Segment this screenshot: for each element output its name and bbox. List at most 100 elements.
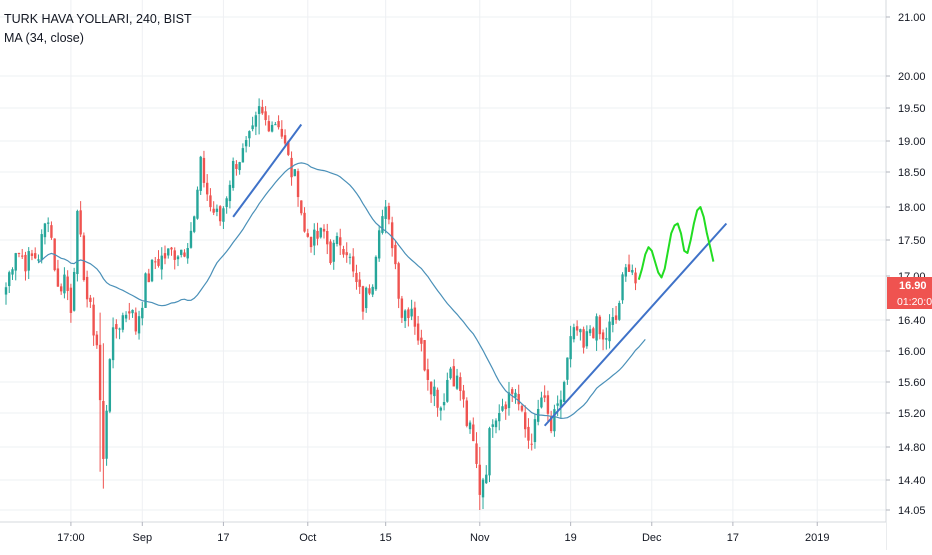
candle-body — [407, 309, 410, 319]
forecast-drawing — [637, 206, 715, 280]
candle-body — [37, 259, 40, 261]
price-tick-label: 19.50 — [898, 103, 926, 115]
price-tick-label: 14.05 — [898, 505, 926, 517]
time-tick-label: 15 — [380, 532, 392, 544]
candle-body — [287, 141, 290, 155]
candle-body — [92, 304, 95, 336]
candle-body — [400, 298, 404, 318]
candle-body — [436, 389, 439, 408]
candle-body — [209, 195, 212, 208]
candle-body — [345, 252, 348, 256]
candle-body — [264, 111, 267, 121]
candle-body — [274, 124, 277, 126]
candle-body — [543, 395, 546, 398]
candle-body — [180, 249, 183, 255]
drawings[interactable] — [232, 123, 728, 427]
candle-body — [608, 321, 611, 342]
candle-body — [95, 334, 99, 346]
candle-body — [150, 259, 154, 282]
candle-body — [66, 276, 69, 291]
candle-body — [82, 235, 86, 281]
candle-body — [154, 261, 157, 263]
candle-body — [472, 424, 475, 442]
candle-body — [261, 106, 264, 114]
candle-body — [322, 228, 326, 232]
candle-body — [118, 328, 121, 330]
candle-body — [485, 474, 488, 484]
indicator-label[interactable]: MA (34, close) — [4, 31, 84, 45]
candle-body — [17, 252, 21, 254]
countdown-badge — [887, 293, 932, 309]
symbol-title[interactable]: TURK HAVA YOLLARI, 240, BIST — [4, 12, 192, 26]
candle-body — [468, 422, 472, 430]
candle-body — [339, 237, 342, 246]
candle-body — [225, 198, 228, 208]
candle-body — [4, 287, 8, 295]
candle-body — [530, 443, 533, 445]
candle-body — [176, 256, 180, 260]
candle-body — [30, 253, 34, 256]
candle-body — [387, 205, 391, 220]
candle-body — [361, 286, 365, 312]
candle-body — [11, 269, 14, 275]
candle-body — [89, 297, 92, 302]
candle-body — [244, 140, 248, 147]
price-axis[interactable]: 21.0020.0019.5019.0018.5018.0017.5017.00… — [885, 0, 932, 550]
candle-body — [462, 390, 465, 400]
time-tick-label: 17 — [727, 532, 739, 544]
candle-body — [147, 273, 150, 283]
price-tick-label: 18.00 — [898, 202, 926, 214]
time-tick-label: 19 — [565, 532, 577, 544]
candle-body — [124, 314, 128, 319]
last-price-label: 16.90 — [899, 280, 927, 292]
candle-body — [449, 368, 452, 379]
candle-body — [384, 206, 387, 219]
candle-body — [76, 210, 79, 275]
candle-body — [575, 326, 579, 331]
candle-body — [329, 241, 332, 264]
candle-body — [59, 286, 63, 292]
grid — [0, 0, 886, 522]
candle-body — [624, 267, 627, 277]
candle-body — [170, 247, 173, 250]
candle-body — [556, 403, 559, 406]
candle-body — [157, 258, 160, 266]
candle-body — [189, 230, 193, 248]
candle-body — [251, 125, 254, 130]
candle-body — [160, 255, 163, 270]
candle-body — [218, 206, 222, 222]
candle-body — [582, 329, 585, 348]
candle-body — [517, 394, 520, 405]
time-axis[interactable]: 17:00 Sep 17 Oct 15 Nov 19 Dec 17 2019 — [0, 521, 886, 550]
candle-body — [167, 248, 170, 256]
candle-body — [43, 223, 47, 238]
ma-34-line — [38, 162, 646, 420]
candle-body — [511, 389, 514, 394]
time-tick-label: Sep — [133, 532, 153, 544]
price-badges: 16.90 01:20:0 — [887, 277, 932, 309]
candle-body — [371, 286, 374, 295]
candle-body — [40, 234, 43, 261]
candle-body — [56, 268, 60, 287]
candle-body — [579, 329, 582, 333]
candle-body — [306, 233, 309, 237]
last-price-badge — [887, 277, 932, 293]
candle-body — [533, 419, 537, 443]
candle-body — [527, 426, 530, 441]
candle-body — [601, 332, 605, 340]
candle-body — [50, 225, 53, 238]
price-tick-label: 14.40 — [898, 475, 926, 487]
candle-body — [507, 392, 511, 409]
candle-body — [27, 251, 30, 271]
candle-body — [257, 106, 261, 114]
price-tick-label: 18.50 — [898, 167, 926, 179]
candle-body — [313, 229, 316, 246]
candle-body — [228, 184, 232, 202]
candle-body — [549, 415, 553, 432]
candle-body — [381, 216, 384, 233]
candle-body — [598, 316, 602, 335]
candle-body — [504, 404, 507, 410]
candle-body — [319, 227, 322, 238]
